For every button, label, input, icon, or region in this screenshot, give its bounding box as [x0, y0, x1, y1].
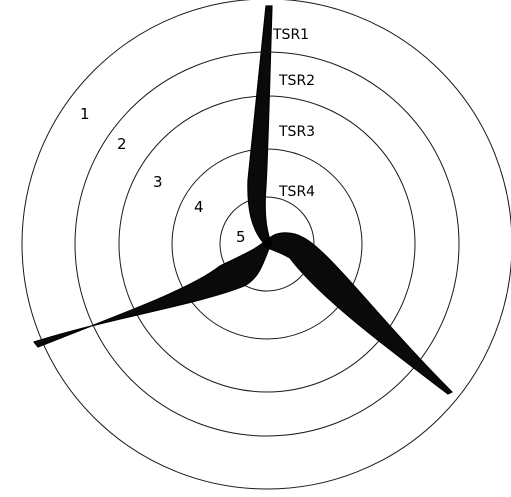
- zone-ring-1: [21, 0, 511, 490]
- rotor-hub: [262, 238, 272, 248]
- zone-ring-5: [219, 196, 315, 292]
- zone-label-4: 4: [194, 198, 204, 216]
- blade-lower-right: [267, 232, 453, 395]
- tsr-label-4: TSR4: [278, 184, 315, 200]
- blade-lower-left: [33, 239, 271, 348]
- zone-label-2: 2: [117, 135, 127, 153]
- tsr-label-1: TSR1: [272, 27, 309, 43]
- zone-label-3: 3: [153, 173, 163, 191]
- tsr-labels: TSR1 TSR2 TSR3 TSR4: [272, 27, 315, 200]
- zone-label-1: 1: [80, 105, 90, 123]
- zone-rings: [21, 0, 511, 490]
- tsr-label-3: TSR3: [278, 124, 315, 140]
- zone-label-5: 5: [236, 228, 246, 246]
- zone-labels: 1 2 3 4 5: [80, 105, 246, 246]
- turbine-blades: [33, 5, 453, 395]
- tsr-label-2: TSR2: [278, 73, 315, 89]
- blade-up: [247, 5, 273, 242]
